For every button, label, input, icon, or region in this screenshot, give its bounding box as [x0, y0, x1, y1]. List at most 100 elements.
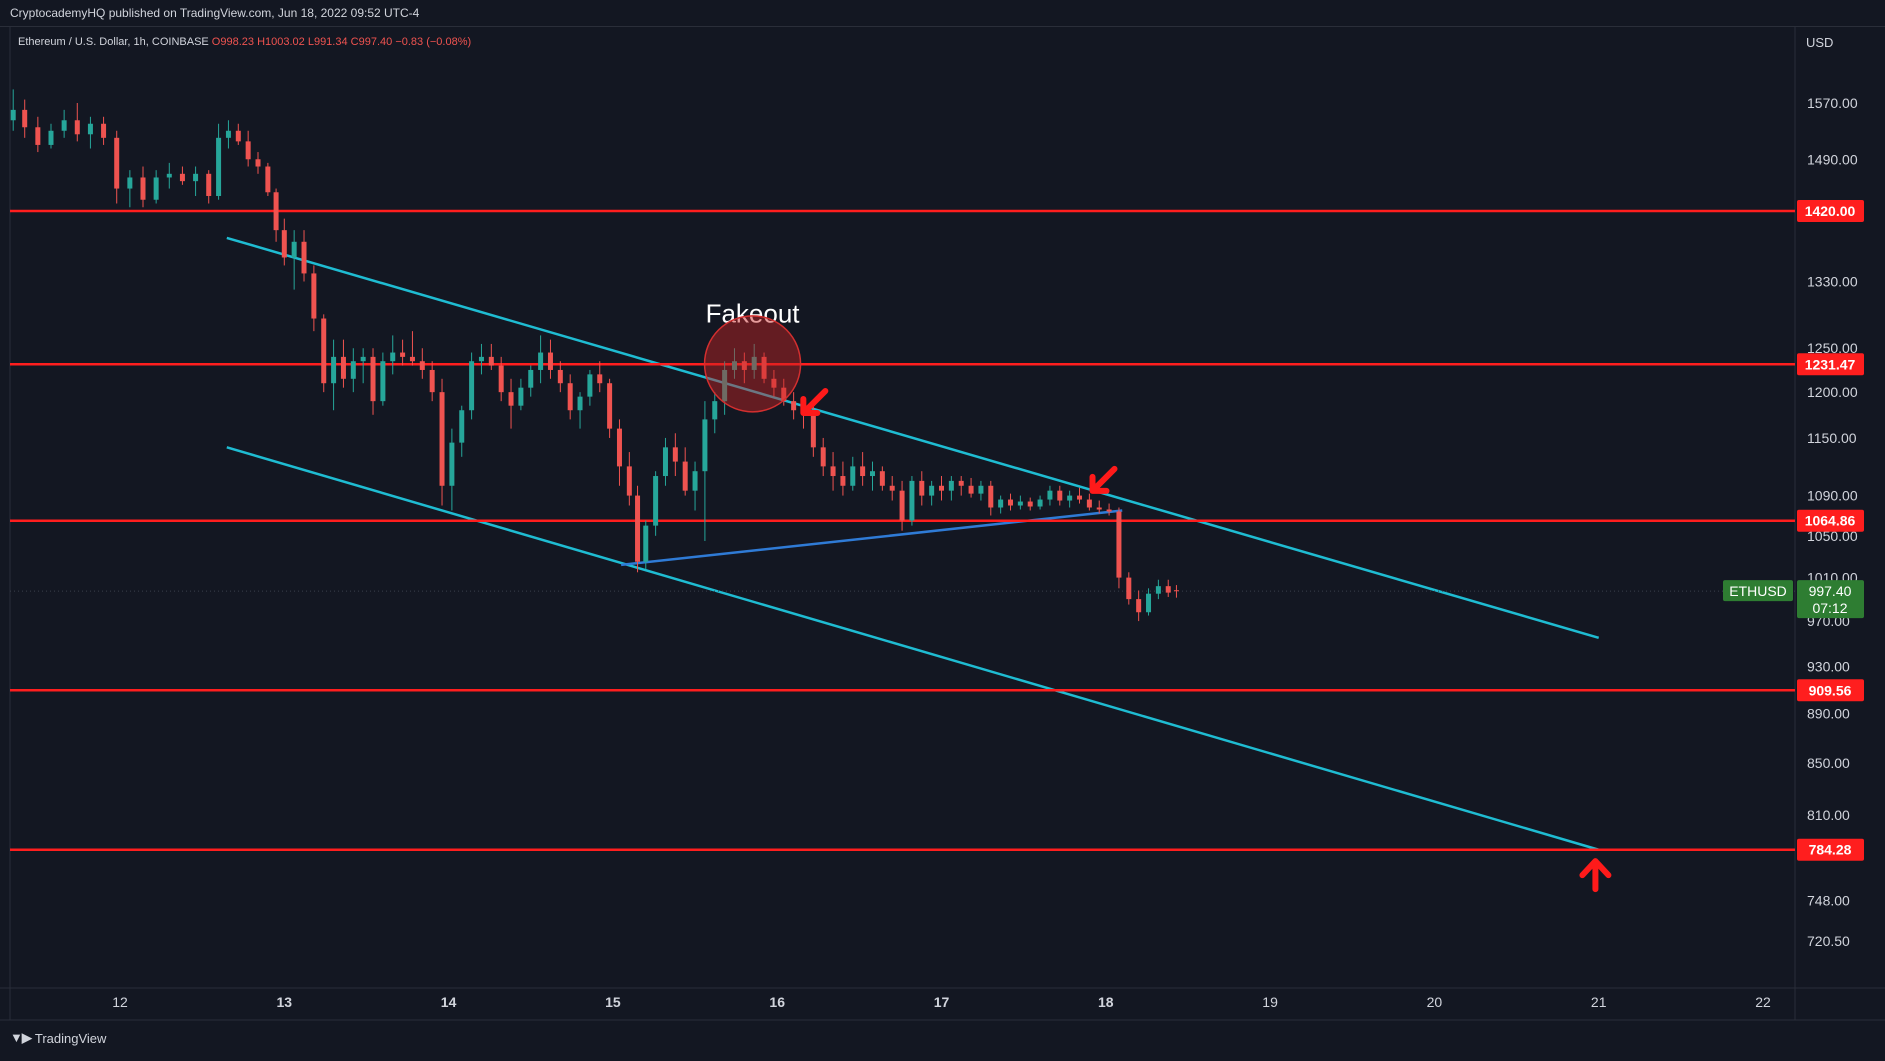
candle-body: [1077, 495, 1083, 500]
price-tick-label: 850.00: [1807, 755, 1850, 771]
candle-body: [331, 356, 337, 384]
candle-body: [528, 369, 534, 388]
candle-body: [869, 471, 875, 477]
candle-body: [419, 361, 425, 370]
candle-body: [140, 177, 146, 200]
candle-body: [1096, 507, 1102, 510]
candle-body: [860, 466, 866, 477]
price-tick-label: 1150.00: [1807, 430, 1857, 446]
candle-body: [731, 361, 737, 370]
candle-body: [635, 495, 641, 562]
time-tick-label: 16: [769, 994, 785, 1010]
candle-body: [712, 401, 718, 420]
symbol-tag: [1723, 580, 1793, 602]
candle-body: [508, 392, 514, 406]
price-tick-label: 1050.00: [1807, 528, 1858, 544]
candle-body: [978, 485, 984, 494]
time-axis: 12 13 14 15 16 17 18 19 20 21 22: [112, 994, 1771, 1010]
candle-body: [1067, 495, 1073, 501]
candle-body: [1155, 586, 1161, 594]
price-tick-label: 1570.00: [1807, 95, 1858, 111]
symbol-header: Ethereum / U.S. Dollar, 1h, COINBASE O99…: [18, 36, 471, 48]
publisher-line: CryptocademyHQ published on TradingView.…: [10, 6, 420, 20]
tradingview-logo[interactable]: ▼▶ TradingView: [10, 1030, 106, 1046]
candle-body: [692, 471, 698, 491]
candle-body: [1116, 511, 1122, 578]
candle-body: [1086, 499, 1092, 508]
candle-body: [498, 365, 504, 393]
candle-body: [301, 241, 307, 274]
time-tick-label: 18: [1098, 994, 1114, 1010]
candle-body: [988, 485, 994, 508]
level-tag: [1797, 200, 1864, 223]
candle-body: [1126, 577, 1132, 600]
candle-body: [939, 485, 944, 491]
level-tag: [1797, 353, 1864, 376]
candle-body: [998, 499, 1004, 508]
publisher-bar: CryptocademyHQ published on TradingView.…: [0, 0, 1885, 27]
candle-body: [469, 361, 475, 411]
candle-body: [672, 447, 678, 462]
countdown-label: 07:12: [1812, 600, 1847, 616]
candle-body: [597, 374, 603, 384]
candle-body: [166, 173, 172, 178]
candle-body: [820, 447, 826, 467]
arrow-down-left-icon: [1089, 465, 1118, 494]
level-tag-label: 1420.00: [1805, 203, 1856, 219]
candle-body: [340, 356, 346, 379]
candle-body: [830, 466, 836, 477]
candle-body: [722, 369, 728, 402]
candle-body: [360, 356, 366, 362]
symbol-name: Ethereum / U.S. Dollar, 1h, COINBASE: [18, 36, 212, 48]
candle-body: [889, 485, 895, 491]
candle-body: [840, 476, 846, 486]
candle-body: [265, 166, 271, 193]
price-tick-label: 720.50: [1807, 933, 1850, 949]
candle-body: [662, 447, 668, 477]
price-tick-label: 748.00: [1807, 893, 1850, 909]
horizontal-levels: [10, 209, 1795, 851]
price-tick-label: 1250.00: [1807, 340, 1858, 356]
candle-body: [459, 410, 465, 443]
arrow-down-left-icon: [800, 387, 829, 416]
candle-body: [311, 273, 317, 319]
change-value: −0.83 (−0.08%): [395, 36, 471, 48]
candle-body: [409, 356, 415, 362]
candle-body: [1136, 599, 1142, 613]
candle-body: [653, 476, 659, 526]
current-price-label: 997.40: [1809, 583, 1852, 599]
price-tick-label: 810.00: [1807, 807, 1850, 823]
candle-body: [1173, 590, 1179, 592]
candle-body: [370, 356, 376, 402]
candle-body: [127, 177, 133, 189]
candle-body: [87, 123, 93, 135]
candle-body: [626, 466, 632, 496]
low-value: L991.34: [308, 36, 351, 48]
price-tick-label: 1490.00: [1807, 151, 1858, 167]
price-tick-label: 890.00: [1807, 706, 1850, 722]
candle-body: [273, 192, 279, 231]
candle-body: [206, 173, 212, 196]
candle-body: [380, 361, 386, 402]
channel-line-upper: [226, 236, 1600, 640]
price-tick-label: 1330.00: [1807, 273, 1858, 289]
time-tick-label: 22: [1755, 994, 1771, 1010]
candle-body: [390, 352, 396, 362]
candle-body: [400, 352, 406, 357]
candle-body: [1057, 490, 1063, 501]
time-tick-label: 20: [1427, 994, 1443, 1010]
candle-body: [179, 173, 185, 182]
candle-body: [968, 485, 974, 494]
candle-body: [114, 137, 120, 189]
candle-body: [518, 387, 524, 406]
open-value: O998.23: [212, 36, 257, 48]
candle-body: [22, 109, 28, 128]
high-value: H1003.02: [257, 36, 308, 48]
level-tag-label: 784.28: [1809, 842, 1852, 858]
candle-body: [488, 356, 494, 366]
level-tag: [1797, 838, 1864, 861]
candle-body: [10, 109, 16, 121]
